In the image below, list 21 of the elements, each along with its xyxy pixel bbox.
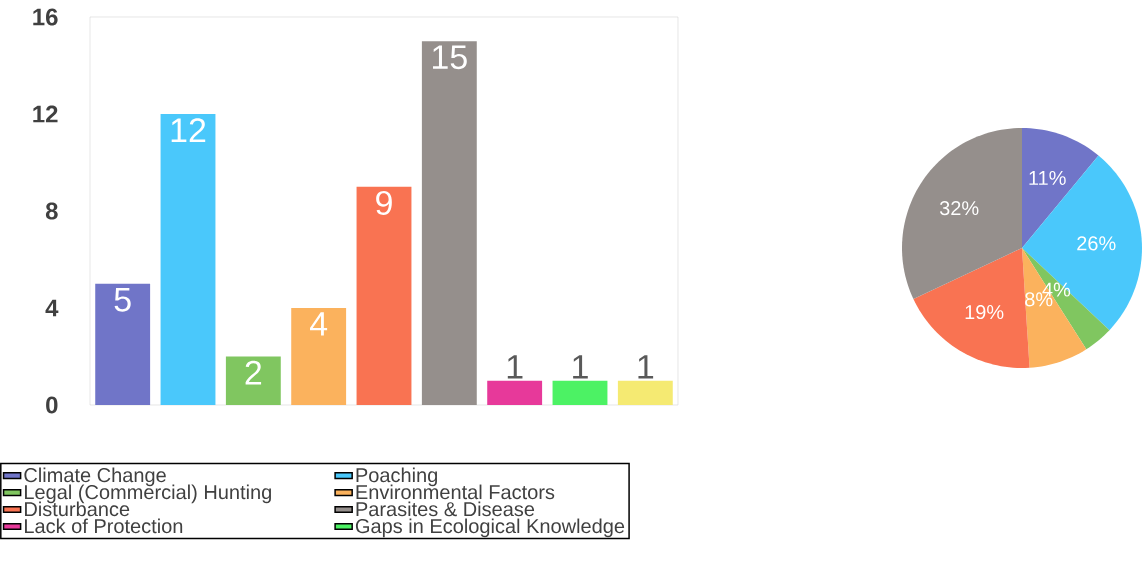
data-label: 32% xyxy=(939,201,979,216)
data-label: 2 xyxy=(245,360,262,385)
data-label: 1 xyxy=(638,355,654,379)
y-tick-label: 12 xyxy=(33,105,58,123)
data-label: 4 xyxy=(310,312,328,336)
data-label: 11% xyxy=(1029,170,1066,185)
y-tick-label: 16 xyxy=(33,8,58,26)
y-tick-label: 8 xyxy=(45,202,58,220)
data-label: 26% xyxy=(1077,236,1116,251)
y-tick-label: 0 xyxy=(46,396,58,414)
legend-label: Gaps in Ecological Knowledge xyxy=(355,518,625,538)
legend-label: Parasites & Disease xyxy=(356,501,535,517)
y-tick-label: 4 xyxy=(45,299,59,317)
data-label: 5 xyxy=(114,287,131,312)
legend-label: Lack of Protection xyxy=(25,518,183,534)
data-label: 9 xyxy=(376,190,392,216)
data-label: 1 xyxy=(573,355,588,379)
data-label: 1 xyxy=(507,355,523,379)
data-label: 19% xyxy=(965,304,1004,320)
data-label: 15 xyxy=(433,45,467,70)
data-label: 12 xyxy=(171,118,206,142)
